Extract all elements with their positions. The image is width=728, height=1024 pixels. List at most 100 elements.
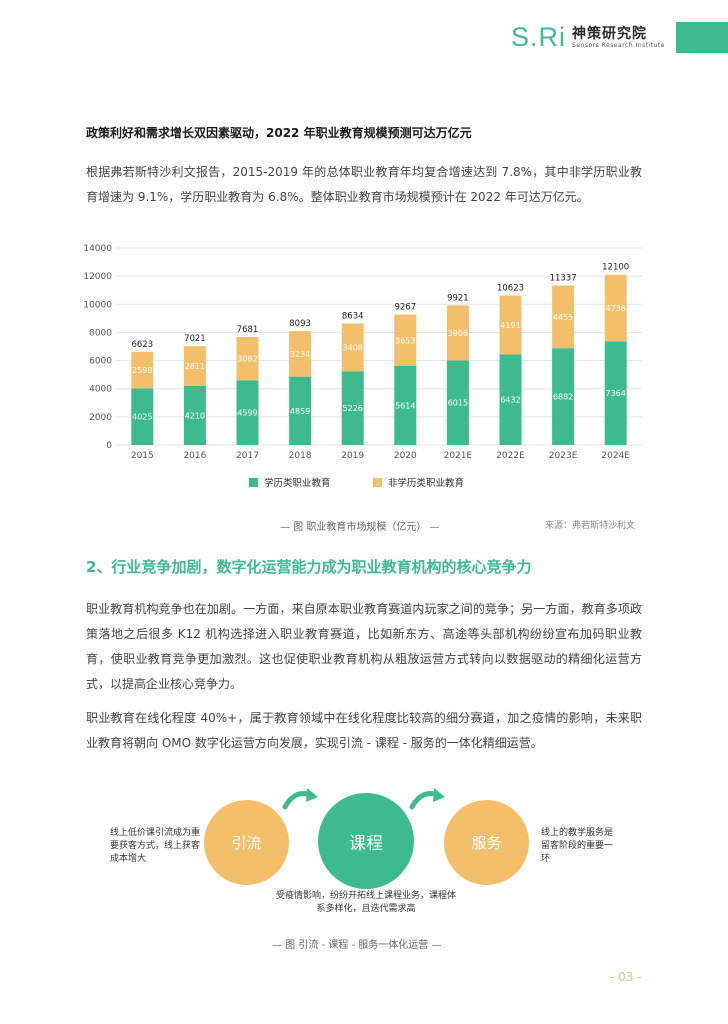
bar-total-label: 7021 — [184, 334, 206, 344]
logo-text: 神策研究院 Sensors Research Institute — [572, 26, 665, 50]
bar-value-label: 6432 — [500, 396, 520, 405]
bar-value-label: 4210 — [185, 411, 205, 420]
bar-total-label: 6623 — [131, 340, 153, 350]
y-tick-label: 6000 — [89, 357, 112, 367]
curved-arrow-icon — [409, 788, 445, 810]
circle-kecheng-label: 课程 — [349, 833, 383, 854]
bar-academic — [289, 376, 312, 445]
logo-mark: S.Ri — [511, 22, 567, 52]
bar-non-academic — [236, 336, 259, 381]
bar-value-label: 7364 — [606, 389, 626, 398]
bar-academic — [341, 371, 364, 445]
corner-tab — [676, 22, 728, 53]
bar-academic — [131, 388, 154, 445]
section2-paragraph2: 职业教育在线化程度 40%+，属于教育领域中在线化程度比较高的细分赛道，加之疫情… — [86, 711, 642, 750]
x-tick-label: 2016 — [183, 451, 206, 461]
bar-value-label: 3234 — [290, 350, 310, 359]
bar-value-label: 3408 — [343, 343, 363, 352]
bar-value-label: 4455 — [553, 313, 573, 322]
bar-total-label: 10623 — [497, 284, 524, 294]
bar-value-label: 4025 — [132, 413, 152, 422]
circle-kecheng: 课程 — [318, 793, 414, 889]
x-tick-label: 2018 — [289, 451, 312, 461]
x-tick-label: 2024E — [601, 451, 630, 461]
bar-total-label: 9921 — [447, 293, 469, 303]
bar-total-label: 8634 — [342, 312, 364, 322]
bar-non-academic — [499, 295, 522, 355]
bar-value-label: 5226 — [343, 404, 363, 413]
logo-en: Sensors Research Institute — [572, 41, 665, 49]
x-tick-label: 2020 — [394, 451, 417, 461]
diagram-bottom-note: 受疫情影响，纷纷开拓线上课程业务，课程体系多样化，且迭代需求高 — [276, 891, 457, 914]
bar-value-label: 4599 — [237, 409, 257, 418]
y-tick-label: 0 — [106, 441, 112, 451]
y-tick-label: 2000 — [89, 413, 112, 423]
bar-value-label: 2811 — [185, 362, 205, 371]
diagram-left-note: 线上低价课引流成为重要获客方式，线上获客成本增大 — [110, 828, 201, 864]
bar-value-label: 3082 — [237, 355, 257, 364]
bar-non-academic — [446, 305, 469, 361]
bar-non-academic — [394, 314, 417, 367]
y-tick-label: 8000 — [89, 328, 112, 338]
x-tick-label: 2015 — [131, 451, 154, 461]
legend-swatch — [249, 478, 258, 487]
bar-non-academic — [341, 323, 364, 372]
circle-yinliu: 引流 — [204, 800, 289, 885]
bar-non-academic — [289, 331, 312, 377]
bar-academic — [183, 385, 206, 445]
bar-academic — [394, 366, 417, 445]
bar-value-label: 4736 — [606, 304, 626, 313]
figure2-caption: — 图 引流 - 课程 - 服务一体化运营 — — [272, 940, 442, 951]
figure1-caption: — 图 职业教育市场规模（亿元） — — [280, 522, 440, 533]
bar-value-label: 2598 — [132, 366, 152, 375]
omo-diagram: 线上低价课引流成为重要获客方式，线上获客成本增大 引流 课程 服务 线上的教学服… — [86, 785, 646, 935]
x-tick-label: 2021E — [444, 451, 473, 461]
circle-fuwu-label: 服务 — [471, 834, 502, 852]
chart-svg: 0 2000 4000 6000 8000 10000 12000 14000 4025 2598… — [83, 244, 642, 489]
logo-cn: 神策研究院 — [572, 25, 648, 42]
bar-academic — [446, 360, 469, 445]
x-tick-label: 2017 — [236, 451, 259, 461]
diagram-right-note: 线上的教学服务是留客阶段的重要一环 — [541, 828, 614, 864]
bar-total-label: 9267 — [394, 303, 416, 313]
bar-value-label: 6882 — [553, 393, 573, 402]
bar-non-academic — [552, 285, 575, 349]
market-size-chart: 0 2000 4000 6000 8000 10000 12000 14000 4025 2598… — [76, 236, 656, 506]
bar-total-label: 12100 — [602, 263, 629, 273]
x-tick-label: 2022E — [496, 451, 525, 461]
legend-label: 非学历类职业教育 — [388, 477, 464, 489]
y-tick-label: 4000 — [89, 385, 112, 395]
section2-heading: 2、行业竞争加剧，数字化运营能力成为职业教育机构的核心竞争力 — [86, 558, 532, 576]
bar-total-label: 8093 — [289, 319, 311, 329]
bar-value-label: 6015 — [448, 399, 468, 408]
circle-fuwu: 服务 — [444, 800, 529, 885]
section2-paragraph1: 职业教育机构竞争也在加剧。一方面，来自原本职业教育赛道内玩家之间的竞争；另一方面… — [86, 602, 642, 691]
bar-non-academic — [131, 351, 154, 389]
logo: S.Ri 神策研究院 Sensors Research Institute — [511, 22, 665, 53]
bar-non-academic — [183, 346, 206, 386]
y-tick-label: 10000 — [83, 300, 112, 310]
bar-total-label: 7681 — [237, 325, 259, 335]
x-tick-label: 2023E — [549, 451, 578, 461]
legend-swatch — [373, 478, 382, 487]
page-number: - 03 - — [610, 970, 642, 984]
bar-academic — [236, 380, 259, 445]
circle-yinliu-label: 引流 — [231, 834, 262, 852]
section1-heading: 政策利好和需求增长双因素驱动，2022 年职业教育规模预测可达万亿元 — [86, 126, 472, 140]
bar-value-label: 5614 — [395, 402, 415, 411]
bar-non-academic — [604, 274, 627, 342]
x-tick-label: 2019 — [341, 451, 364, 461]
section1-paragraph: 根据弗若斯特沙利文报告，2015-2019 年的总体职业教育年均复合增速达到 7… — [86, 165, 642, 204]
curved-arrow-icon — [282, 788, 318, 810]
bar-academic — [552, 348, 575, 445]
bar-total-label: 11337 — [550, 273, 577, 283]
bar-academic — [604, 341, 627, 445]
bar-value-label: 3653 — [395, 336, 415, 345]
y-tick-label: 14000 — [83, 244, 112, 254]
bar-value-label: 3906 — [448, 329, 468, 338]
bar-value-label: 4191 — [500, 321, 520, 330]
y-tick-label: 12000 — [83, 272, 112, 282]
bar-academic — [499, 354, 522, 445]
legend-label: 学历类职业教育 — [264, 477, 331, 489]
figure1-source: 来源：弗若斯特沙利文 — [545, 521, 636, 531]
